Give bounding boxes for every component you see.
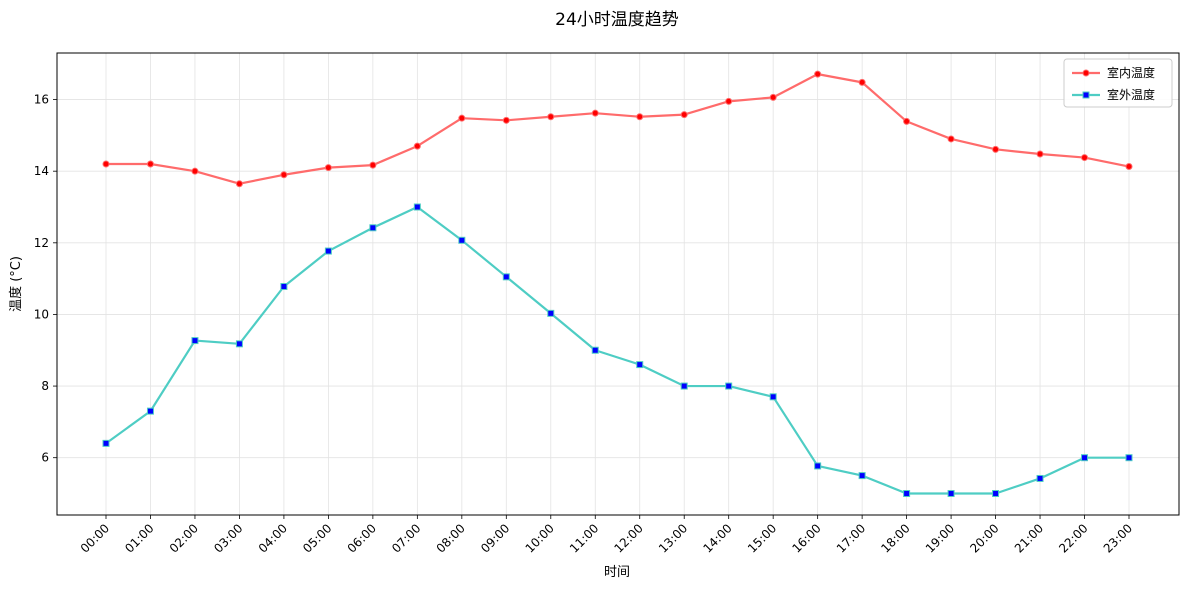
- data-point: [235, 180, 243, 188]
- data-point: [235, 340, 243, 348]
- data-point: [903, 117, 911, 125]
- data-point: [191, 167, 199, 175]
- y-axis-ticks: 6 8 10 12 14 16: [34, 93, 57, 465]
- legend-marker: [1082, 69, 1090, 77]
- x-tick-label: 21:00: [1012, 521, 1046, 555]
- data-point: [591, 109, 599, 117]
- x-tick-label: 04:00: [256, 521, 290, 555]
- data-point: [502, 116, 510, 124]
- x-tick-label: 17:00: [834, 521, 868, 555]
- chart-title: 24小时温度趋势: [555, 10, 679, 30]
- data-point: [947, 135, 955, 143]
- data-point: [413, 203, 421, 211]
- x-tick-label: 03:00: [211, 521, 245, 555]
- data-point: [280, 283, 288, 291]
- data-point: [547, 309, 555, 317]
- x-tick-label: 10:00: [523, 521, 557, 555]
- y-tick-label: 12: [34, 236, 49, 250]
- data-point: [458, 114, 466, 122]
- x-tick-label: 18:00: [878, 521, 912, 555]
- data-point: [636, 113, 644, 121]
- series-lines: [105, 73, 1130, 495]
- y-tick-label: 10: [34, 307, 49, 321]
- data-point: [1125, 454, 1133, 462]
- y-tick-label: 8: [41, 379, 49, 393]
- x-tick-label: 01:00: [122, 521, 156, 555]
- x-tick-label: 15:00: [745, 521, 779, 555]
- data-point: [102, 160, 110, 168]
- x-tick-label: 20:00: [967, 521, 1001, 555]
- data-point: [1081, 154, 1089, 162]
- data-point: [369, 224, 377, 232]
- data-point: [769, 93, 777, 101]
- plot-frame: [56, 52, 1180, 516]
- x-axis-ticks: 00:00 01:00 02:00 03:00 04:00 05:00 06:00 07:00…: [78, 515, 1135, 556]
- x-tick-label: 09:00: [478, 521, 512, 555]
- y-axis-label: 温度 (°C): [8, 256, 24, 312]
- legend-marker: [1082, 91, 1090, 99]
- x-tick-label: 19:00: [923, 521, 957, 555]
- x-tick-label: 14:00: [700, 521, 734, 555]
- data-point: [947, 490, 955, 498]
- data-point: [992, 490, 1000, 498]
- legend-label: 室内温度: [1107, 65, 1155, 80]
- data-point: [858, 472, 866, 480]
- data-point: [992, 145, 1000, 153]
- series-line-2: [105, 205, 1129, 495]
- data-point: [1081, 454, 1089, 462]
- data-point: [413, 142, 421, 150]
- data-point: [1036, 474, 1044, 482]
- x-tick-label: 05:00: [300, 521, 334, 555]
- x-tick-label: 12:00: [611, 521, 645, 555]
- grid-lines: [57, 53, 1179, 515]
- data-point: [680, 382, 688, 390]
- data-point: [769, 393, 777, 401]
- y-tick-label: 14: [34, 164, 49, 178]
- x-tick-label: 16:00: [789, 521, 823, 555]
- data-point: [547, 113, 555, 121]
- data-point: [858, 78, 866, 86]
- data-point: [502, 273, 510, 281]
- data-point: [814, 462, 822, 470]
- x-tick-label: 13:00: [656, 521, 690, 555]
- data-point: [146, 407, 154, 415]
- data-point: [102, 439, 110, 447]
- x-tick-label: 02:00: [167, 521, 201, 555]
- y-tick-label: 16: [34, 93, 49, 107]
- data-point: [369, 161, 377, 169]
- data-point: [591, 346, 599, 354]
- data-point: [636, 361, 644, 369]
- x-tick-label: 07:00: [389, 521, 423, 555]
- data-point: [725, 97, 733, 105]
- legend-label: 室外温度: [1107, 87, 1155, 102]
- data-point: [1036, 150, 1044, 158]
- x-tick-label: 11:00: [567, 521, 601, 555]
- data-point: [324, 164, 332, 172]
- data-point: [814, 70, 822, 78]
- data-point: [324, 247, 332, 255]
- x-tick-label: 22:00: [1056, 521, 1090, 555]
- data-point: [146, 160, 154, 168]
- x-tick-label: 06:00: [345, 521, 379, 555]
- x-tick-label: 08:00: [434, 521, 468, 555]
- x-tick-label: 23:00: [1101, 521, 1135, 555]
- y-tick-label: 6: [41, 451, 49, 465]
- series-line-1: [106, 73, 1130, 185]
- data-point: [903, 490, 911, 498]
- data-point: [680, 111, 688, 119]
- data-point: [191, 337, 199, 345]
- data-point: [458, 236, 466, 244]
- data-point: [725, 382, 733, 390]
- data-point: [280, 171, 288, 179]
- x-tick-label: 00:00: [78, 521, 112, 555]
- data-point: [1125, 163, 1133, 171]
- x-axis-label: 时间: [604, 565, 630, 580]
- series-markers: [102, 70, 1133, 498]
